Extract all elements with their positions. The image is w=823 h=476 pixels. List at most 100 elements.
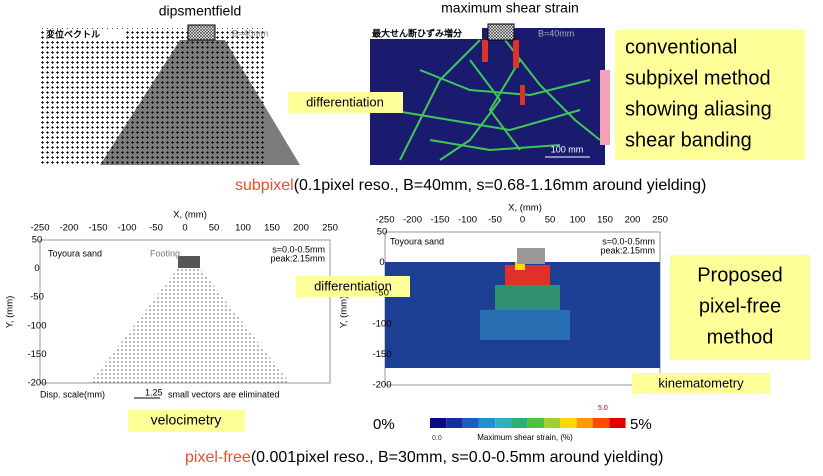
x-label: X, (mm): [508, 203, 542, 214]
swatch: [511, 418, 528, 428]
note-box: [670, 255, 810, 360]
x-tick-label: 100: [235, 223, 251, 234]
note-line: shear banding: [625, 129, 752, 151]
panel-label: 変位ベクトル: [46, 28, 100, 39]
label-bg: [44, 29, 124, 40]
arrow-label: differentiation: [314, 278, 392, 293]
range: s=0.0-0.5mm: [272, 244, 325, 254]
scale-label: 100 mm: [551, 144, 584, 154]
y-tick-label: -50: [375, 288, 389, 299]
arrow-label: differentiation: [306, 94, 384, 109]
y-tick-label: -200: [27, 378, 46, 389]
swatch: [478, 418, 496, 428]
y-tick-label: -200: [372, 380, 391, 391]
colorbar-min-value: 0.0: [432, 435, 442, 442]
x-tick-label: 200: [293, 223, 309, 234]
footing: [517, 248, 545, 264]
x-tick-label: 250: [652, 215, 668, 226]
colorbar-max-value: 5.0: [598, 405, 608, 412]
material: Toyoura sand: [390, 236, 444, 246]
width-note: B=40mm: [538, 28, 574, 38]
pink-mark: [600, 70, 610, 145]
footing: [178, 256, 200, 268]
footing: [187, 24, 216, 41]
x-tick-label: -150: [88, 223, 107, 234]
note-line: pixel-free: [699, 295, 781, 317]
x-tick-label: 250: [322, 223, 338, 234]
red-bands: [482, 40, 525, 105]
y-tick-label: -150: [27, 349, 46, 360]
swatch: [495, 418, 512, 428]
x-tick-label: 50: [209, 223, 220, 234]
y-label: Y, (mm): [339, 296, 350, 329]
caption: subpixel(0.1pixel reso., B=40mm, s=0.68-…: [235, 177, 706, 194]
note-box: [615, 30, 805, 160]
y-tick-label: 0: [379, 257, 384, 268]
note-line: conventional: [625, 36, 737, 58]
scale-value: 1.25: [145, 387, 163, 397]
width-note: B=40mm: [232, 28, 268, 38]
caption: pixel-free(0.001pixel reso., B=30mm, s=0…: [185, 449, 663, 466]
note: Proposed pixel-free method: [697, 264, 783, 348]
tag: [632, 373, 770, 394]
method: subpixel: [235, 177, 294, 194]
swatch: [560, 418, 577, 428]
tag-label: kinematometry: [658, 375, 744, 390]
x-tick-label: 150: [264, 223, 280, 234]
footing-label: Footing: [150, 248, 180, 258]
peak: peak:2.15mm: [600, 245, 655, 255]
x-tick-label: -250: [375, 215, 394, 226]
tag-label: velocimetry: [151, 412, 222, 428]
label-bg: [370, 28, 482, 39]
colorbar-max: 5%: [630, 416, 652, 433]
swatch: [430, 418, 447, 428]
tag: [128, 410, 245, 432]
strain-spots: [480, 262, 570, 340]
swatch: [576, 418, 593, 428]
y-tick-label: 50: [377, 227, 388, 238]
detail: (0.001pixel reso., B=30mm, s=0.0-0.5mm a…: [251, 449, 664, 466]
note-line: subpixel method: [625, 67, 771, 89]
x-tick-label: 200: [625, 215, 641, 226]
note-line: showing aliasing: [625, 98, 772, 120]
dense-vectors: [100, 40, 300, 165]
x-tick-label: 100: [570, 215, 586, 226]
x-tick-label: 150: [597, 215, 613, 226]
y-label: Y, (mm): [5, 296, 16, 329]
swatch: [446, 418, 463, 428]
y-tick-label: -50: [30, 292, 44, 303]
colorbar-min: 0%: [373, 416, 395, 433]
scale-label: Disp. scale(mm): [40, 389, 105, 399]
peak: peak:2.15mm: [270, 253, 325, 263]
panel-title: maximum shear strain: [441, 0, 579, 16]
y-tick-label: -150: [372, 349, 391, 360]
panel-label: 最大せん断ひずみ増分: [372, 27, 462, 38]
colorbar: [430, 418, 626, 428]
x-tick-label: 50: [545, 215, 556, 226]
colorbar-label: Maximum shear strain, (%): [477, 433, 573, 442]
x-tick-label: -100: [117, 223, 136, 234]
footing: [487, 23, 515, 41]
range: s=0.0-0.5mm: [602, 236, 655, 246]
y-tick-label: -100: [372, 318, 391, 329]
x-tick-label: 0: [182, 223, 187, 234]
y-tick-label: -100: [27, 320, 46, 331]
detail: (0.1pixel reso., B=40mm, s=0.68-1.16mm a…: [294, 177, 707, 194]
velocity-field: [90, 268, 290, 383]
swatch: [462, 418, 479, 428]
x-tick-label: -250: [30, 223, 49, 234]
material: Toyoura sand: [48, 248, 102, 258]
x-tick-label: -200: [403, 215, 422, 226]
note: conventional subpixel method showing alias…: [625, 36, 772, 151]
tag: [288, 92, 403, 113]
note: small vectors are eliminated: [168, 389, 280, 399]
x-tick-label: -50: [149, 223, 163, 234]
y-tick-label: 0: [34, 263, 39, 274]
swatch: [544, 418, 561, 428]
swatch: [609, 418, 626, 428]
method: pixel-free: [185, 449, 251, 466]
y-tick-label: 50: [32, 235, 43, 246]
x-tick-label: -200: [59, 223, 78, 234]
